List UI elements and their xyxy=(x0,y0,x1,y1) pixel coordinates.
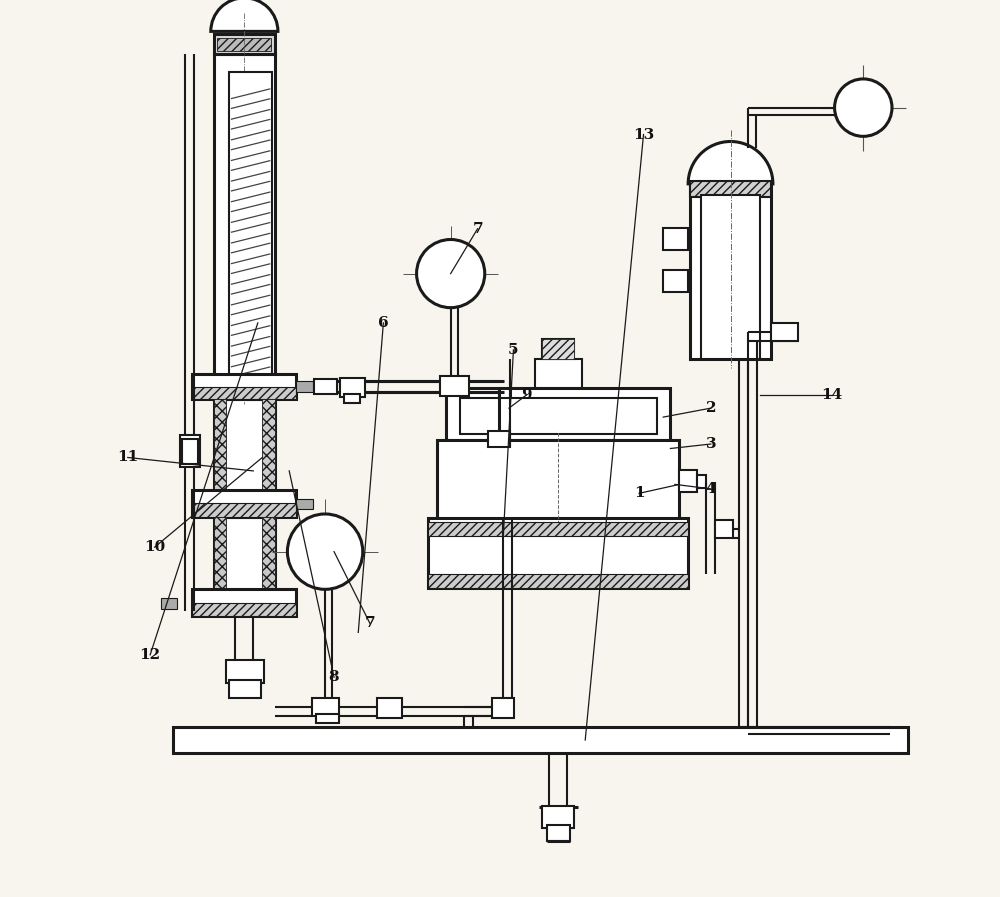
Bar xyxy=(542,339,574,359)
Text: 4: 4 xyxy=(705,482,716,496)
Text: 14: 14 xyxy=(821,388,843,402)
Bar xyxy=(173,727,908,753)
Circle shape xyxy=(835,79,892,136)
Bar xyxy=(296,381,313,392)
Bar xyxy=(314,379,337,394)
Text: 3: 3 xyxy=(705,437,716,451)
Bar xyxy=(262,517,275,602)
Text: 7: 7 xyxy=(472,222,483,236)
Bar xyxy=(296,499,313,509)
Wedge shape xyxy=(688,142,773,184)
Bar xyxy=(428,518,688,588)
Bar xyxy=(437,440,679,520)
Text: 7: 7 xyxy=(365,616,375,631)
Bar xyxy=(182,439,198,465)
Bar xyxy=(340,378,365,397)
Bar xyxy=(663,270,688,292)
Bar xyxy=(229,680,261,698)
Text: 10: 10 xyxy=(144,540,165,554)
Bar xyxy=(312,698,339,716)
Bar xyxy=(428,522,688,536)
Bar xyxy=(217,38,271,51)
Bar xyxy=(440,376,469,396)
Bar xyxy=(771,323,798,341)
Circle shape xyxy=(417,239,485,308)
Bar xyxy=(492,698,514,718)
Bar xyxy=(663,228,688,250)
Bar xyxy=(192,603,296,616)
Bar xyxy=(690,181,771,197)
Bar xyxy=(214,54,275,395)
Text: 1: 1 xyxy=(634,486,644,501)
Bar xyxy=(690,184,771,359)
Bar xyxy=(679,470,697,492)
Bar xyxy=(377,698,402,718)
Bar xyxy=(488,431,510,447)
Bar xyxy=(214,517,275,602)
Text: 8: 8 xyxy=(329,670,339,684)
Bar xyxy=(192,490,296,517)
Bar xyxy=(344,394,360,403)
Text: 11: 11 xyxy=(117,450,138,465)
Bar xyxy=(161,598,177,609)
Bar xyxy=(316,714,339,723)
Bar xyxy=(192,374,296,399)
Bar xyxy=(697,475,706,488)
Text: 5: 5 xyxy=(508,343,519,357)
Bar xyxy=(192,589,296,616)
Text: 9: 9 xyxy=(522,388,532,402)
Bar xyxy=(542,806,574,828)
Bar xyxy=(535,359,582,388)
Bar xyxy=(701,195,760,359)
Bar xyxy=(460,398,657,434)
Text: 2: 2 xyxy=(706,401,716,415)
Bar xyxy=(428,574,688,588)
Circle shape xyxy=(287,514,363,589)
Bar xyxy=(214,399,226,502)
Text: 13: 13 xyxy=(633,127,654,142)
Bar xyxy=(229,72,272,386)
Text: 12: 12 xyxy=(140,648,161,662)
Bar xyxy=(214,517,226,602)
Bar xyxy=(226,660,264,683)
Bar xyxy=(180,435,200,466)
Bar xyxy=(192,503,296,517)
Bar xyxy=(542,339,574,359)
Bar xyxy=(214,399,275,502)
Bar xyxy=(262,399,275,502)
Wedge shape xyxy=(211,0,278,31)
Text: 6: 6 xyxy=(378,316,389,330)
Bar xyxy=(446,388,670,440)
Bar xyxy=(192,387,296,399)
Bar xyxy=(214,34,275,54)
Bar xyxy=(547,825,570,841)
Bar xyxy=(715,520,733,538)
